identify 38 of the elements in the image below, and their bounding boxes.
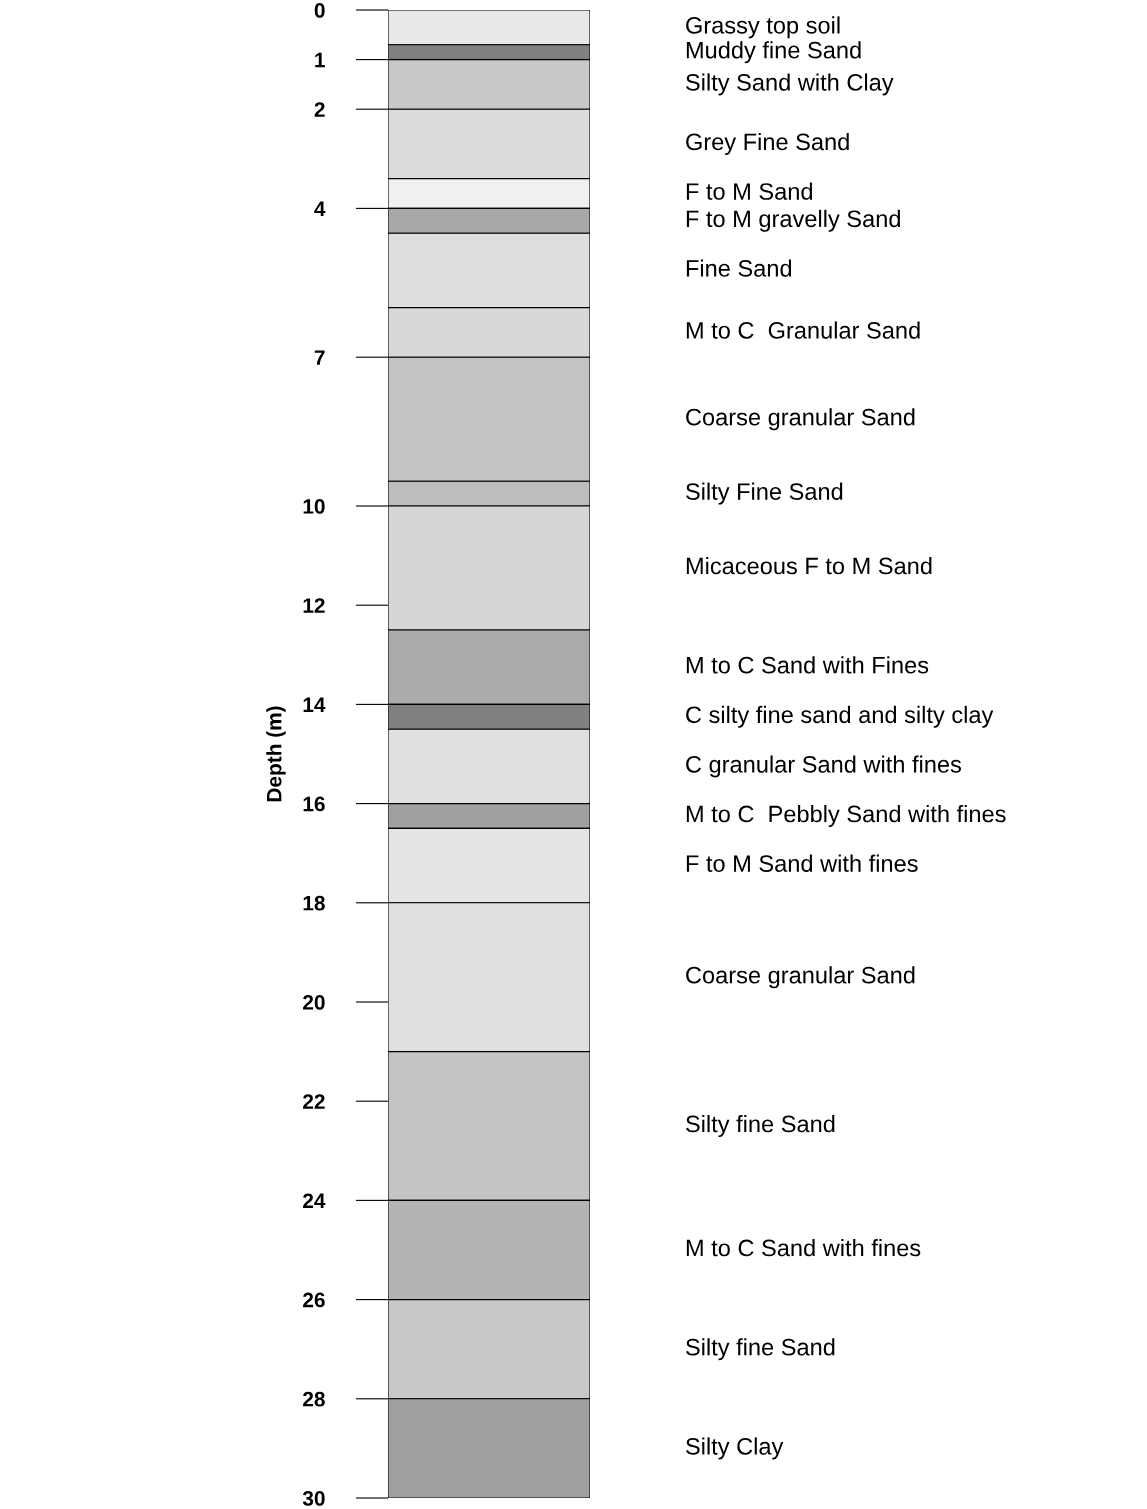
y-tick-label: 14 bbox=[303, 697, 326, 712]
text: C granular Sand with fines bbox=[686, 755, 962, 778]
text: Grassy top soil bbox=[686, 16, 840, 39]
text: Silty Fine Sand bbox=[686, 482, 843, 505]
y-tick-label: 7 bbox=[314, 350, 325, 365]
text: F to M Sand with fines bbox=[686, 854, 918, 872]
text: Silty Clay bbox=[686, 1437, 784, 1460]
text: Coarse granular Sand bbox=[686, 966, 915, 989]
y-tick-label: 18 bbox=[303, 895, 325, 911]
text: M to C Pebbly Sand with fines bbox=[686, 804, 1006, 828]
text: Silty fine Sand bbox=[686, 1338, 835, 1361]
y-tick-label: 0 bbox=[314, 3, 325, 18]
text: M to C Sand with Fines bbox=[686, 656, 929, 674]
text: Silty fine Sand bbox=[686, 1114, 835, 1138]
y-tick-label: 26 bbox=[303, 1292, 325, 1308]
text: F to M gravelly Sand bbox=[686, 209, 900, 232]
text: Grey Fine Sand bbox=[686, 132, 849, 155]
text: Silty Sand with Clay bbox=[686, 73, 894, 96]
text: Micaceous F to M Sand bbox=[686, 556, 932, 575]
y-tick-label: 28 bbox=[303, 1391, 325, 1407]
y-tick-label: 22 bbox=[303, 1094, 325, 1109]
text: Fine Sand bbox=[686, 259, 792, 277]
text: M to C Sand with fines bbox=[686, 1238, 921, 1257]
text: Coarse granular Sand bbox=[686, 408, 915, 431]
text: M to C Granular Sand bbox=[686, 321, 920, 339]
y-tick-label: 2 bbox=[314, 102, 325, 117]
y-tick-label: 10 bbox=[303, 499, 325, 514]
text: F to M Sand bbox=[686, 182, 813, 200]
text: Muddy fine Sand bbox=[686, 41, 861, 64]
text: C silty fine sand and silty clay bbox=[686, 705, 994, 728]
y-tick-label: 30 bbox=[302, 1491, 325, 1506]
y-tick-label: 16 bbox=[303, 796, 325, 812]
y-tick-label: 1 bbox=[315, 52, 325, 68]
y-tick-label: 24 bbox=[303, 1193, 326, 1208]
y-tick-label: 20 bbox=[303, 995, 325, 1010]
y-tick-label: 12 bbox=[303, 598, 325, 613]
y-tick-label: 4 bbox=[314, 201, 326, 216]
y-axis-title: Depth (m) bbox=[266, 706, 286, 802]
